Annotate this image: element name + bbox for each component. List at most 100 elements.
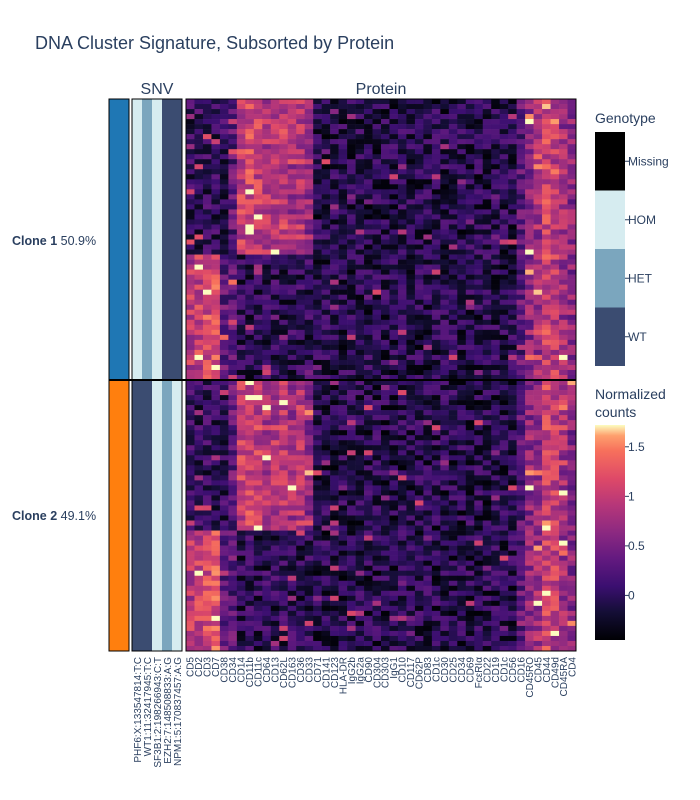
protein-cell bbox=[542, 219, 551, 225]
protein-cell bbox=[236, 375, 246, 381]
protein-cell bbox=[465, 139, 475, 145]
protein-cell bbox=[448, 415, 458, 421]
protein-cell bbox=[431, 450, 441, 456]
protein-cell bbox=[313, 209, 322, 215]
protein-cell bbox=[397, 174, 407, 180]
protein-cell bbox=[347, 209, 356, 215]
protein-cell bbox=[236, 254, 246, 260]
protein-cell bbox=[245, 299, 255, 306]
protein-cell bbox=[262, 149, 272, 155]
protein-cell bbox=[533, 405, 543, 411]
protein-cell bbox=[321, 294, 331, 301]
protein-cell bbox=[245, 209, 255, 215]
protein-cell bbox=[559, 490, 568, 496]
protein-cell bbox=[465, 470, 475, 476]
protein-cell bbox=[202, 640, 212, 647]
protein-cell bbox=[559, 269, 568, 275]
protein-cell bbox=[431, 104, 441, 110]
protein-cell bbox=[542, 249, 551, 255]
protein-cell bbox=[245, 455, 255, 461]
protein-cell bbox=[338, 405, 348, 411]
protein-cell bbox=[423, 615, 433, 622]
protein-cell bbox=[364, 109, 373, 115]
protein-cell bbox=[211, 344, 221, 351]
protein-cell bbox=[499, 339, 509, 346]
protein-cell bbox=[491, 510, 500, 516]
protein-cell bbox=[414, 410, 424, 416]
protein-cell bbox=[321, 129, 331, 135]
protein-cell bbox=[542, 309, 551, 316]
protein-cell bbox=[287, 364, 297, 371]
protein-cell bbox=[397, 600, 407, 607]
protein-cell bbox=[457, 550, 467, 556]
protein-cell bbox=[542, 425, 551, 431]
protein-cell bbox=[431, 580, 441, 587]
protein-cell bbox=[313, 505, 322, 511]
protein-cell bbox=[347, 485, 356, 491]
protein-cell bbox=[372, 154, 382, 160]
protein-cell bbox=[347, 104, 356, 110]
protein-cell bbox=[550, 510, 560, 516]
protein-cell bbox=[516, 510, 526, 516]
protein-cell bbox=[245, 470, 255, 476]
protein-cell bbox=[313, 224, 322, 230]
protein-cell bbox=[567, 390, 577, 396]
protein-cell bbox=[211, 560, 221, 566]
protein-cell bbox=[347, 269, 356, 275]
protein-cell bbox=[211, 229, 221, 235]
protein-cell bbox=[457, 430, 467, 436]
protein-cell bbox=[440, 515, 450, 521]
protein-cell bbox=[440, 259, 450, 265]
protein-cell bbox=[186, 405, 195, 411]
protein-cell bbox=[304, 420, 314, 426]
protein-cell bbox=[296, 194, 305, 200]
protein-cell bbox=[321, 585, 331, 592]
protein-cell bbox=[414, 144, 424, 150]
protein-cell bbox=[287, 154, 297, 160]
protein-cell bbox=[525, 610, 534, 617]
protein-cell bbox=[372, 480, 382, 486]
protein-cell bbox=[364, 555, 373, 561]
protein-cell bbox=[313, 590, 322, 597]
protein-cell bbox=[194, 194, 204, 200]
protein-cell bbox=[559, 575, 568, 582]
protein-cell bbox=[364, 540, 373, 546]
protein-cell bbox=[304, 590, 314, 597]
protein-cell bbox=[482, 625, 492, 632]
protein-cell bbox=[338, 535, 348, 541]
protein-cell bbox=[508, 319, 517, 326]
protein-cell bbox=[321, 174, 331, 180]
protein-cell bbox=[202, 515, 212, 521]
protein-cell bbox=[194, 164, 204, 170]
protein-cell bbox=[304, 249, 314, 255]
protein-cell bbox=[211, 224, 221, 230]
protein-cell bbox=[499, 189, 509, 195]
protein-cell bbox=[296, 380, 305, 386]
protein-cell bbox=[355, 440, 365, 446]
protein-cell bbox=[236, 204, 246, 210]
protein-cell bbox=[508, 395, 517, 401]
protein-cell bbox=[228, 450, 238, 456]
protein-cell bbox=[431, 364, 441, 371]
protein-cell bbox=[245, 625, 255, 632]
protein-cell bbox=[525, 565, 534, 572]
protein-cell bbox=[330, 204, 339, 210]
protein-cell bbox=[440, 199, 450, 205]
protein-cell bbox=[431, 339, 441, 346]
protein-cell bbox=[381, 149, 390, 155]
protein-cell bbox=[516, 124, 526, 130]
protein-cell bbox=[381, 204, 390, 210]
protein-cell bbox=[423, 144, 433, 150]
protein-cell bbox=[313, 390, 322, 396]
protein-cell bbox=[287, 585, 297, 592]
protein-cell bbox=[270, 204, 280, 210]
protein-cell bbox=[423, 440, 433, 446]
protein-cell bbox=[550, 324, 560, 331]
protein-cell bbox=[508, 515, 517, 521]
protein-cell bbox=[279, 440, 289, 446]
protein-cell bbox=[262, 269, 272, 275]
protein-cell bbox=[550, 184, 560, 190]
protein-cell bbox=[245, 339, 255, 346]
protein-cell bbox=[499, 435, 509, 441]
protein-cell bbox=[567, 565, 577, 572]
